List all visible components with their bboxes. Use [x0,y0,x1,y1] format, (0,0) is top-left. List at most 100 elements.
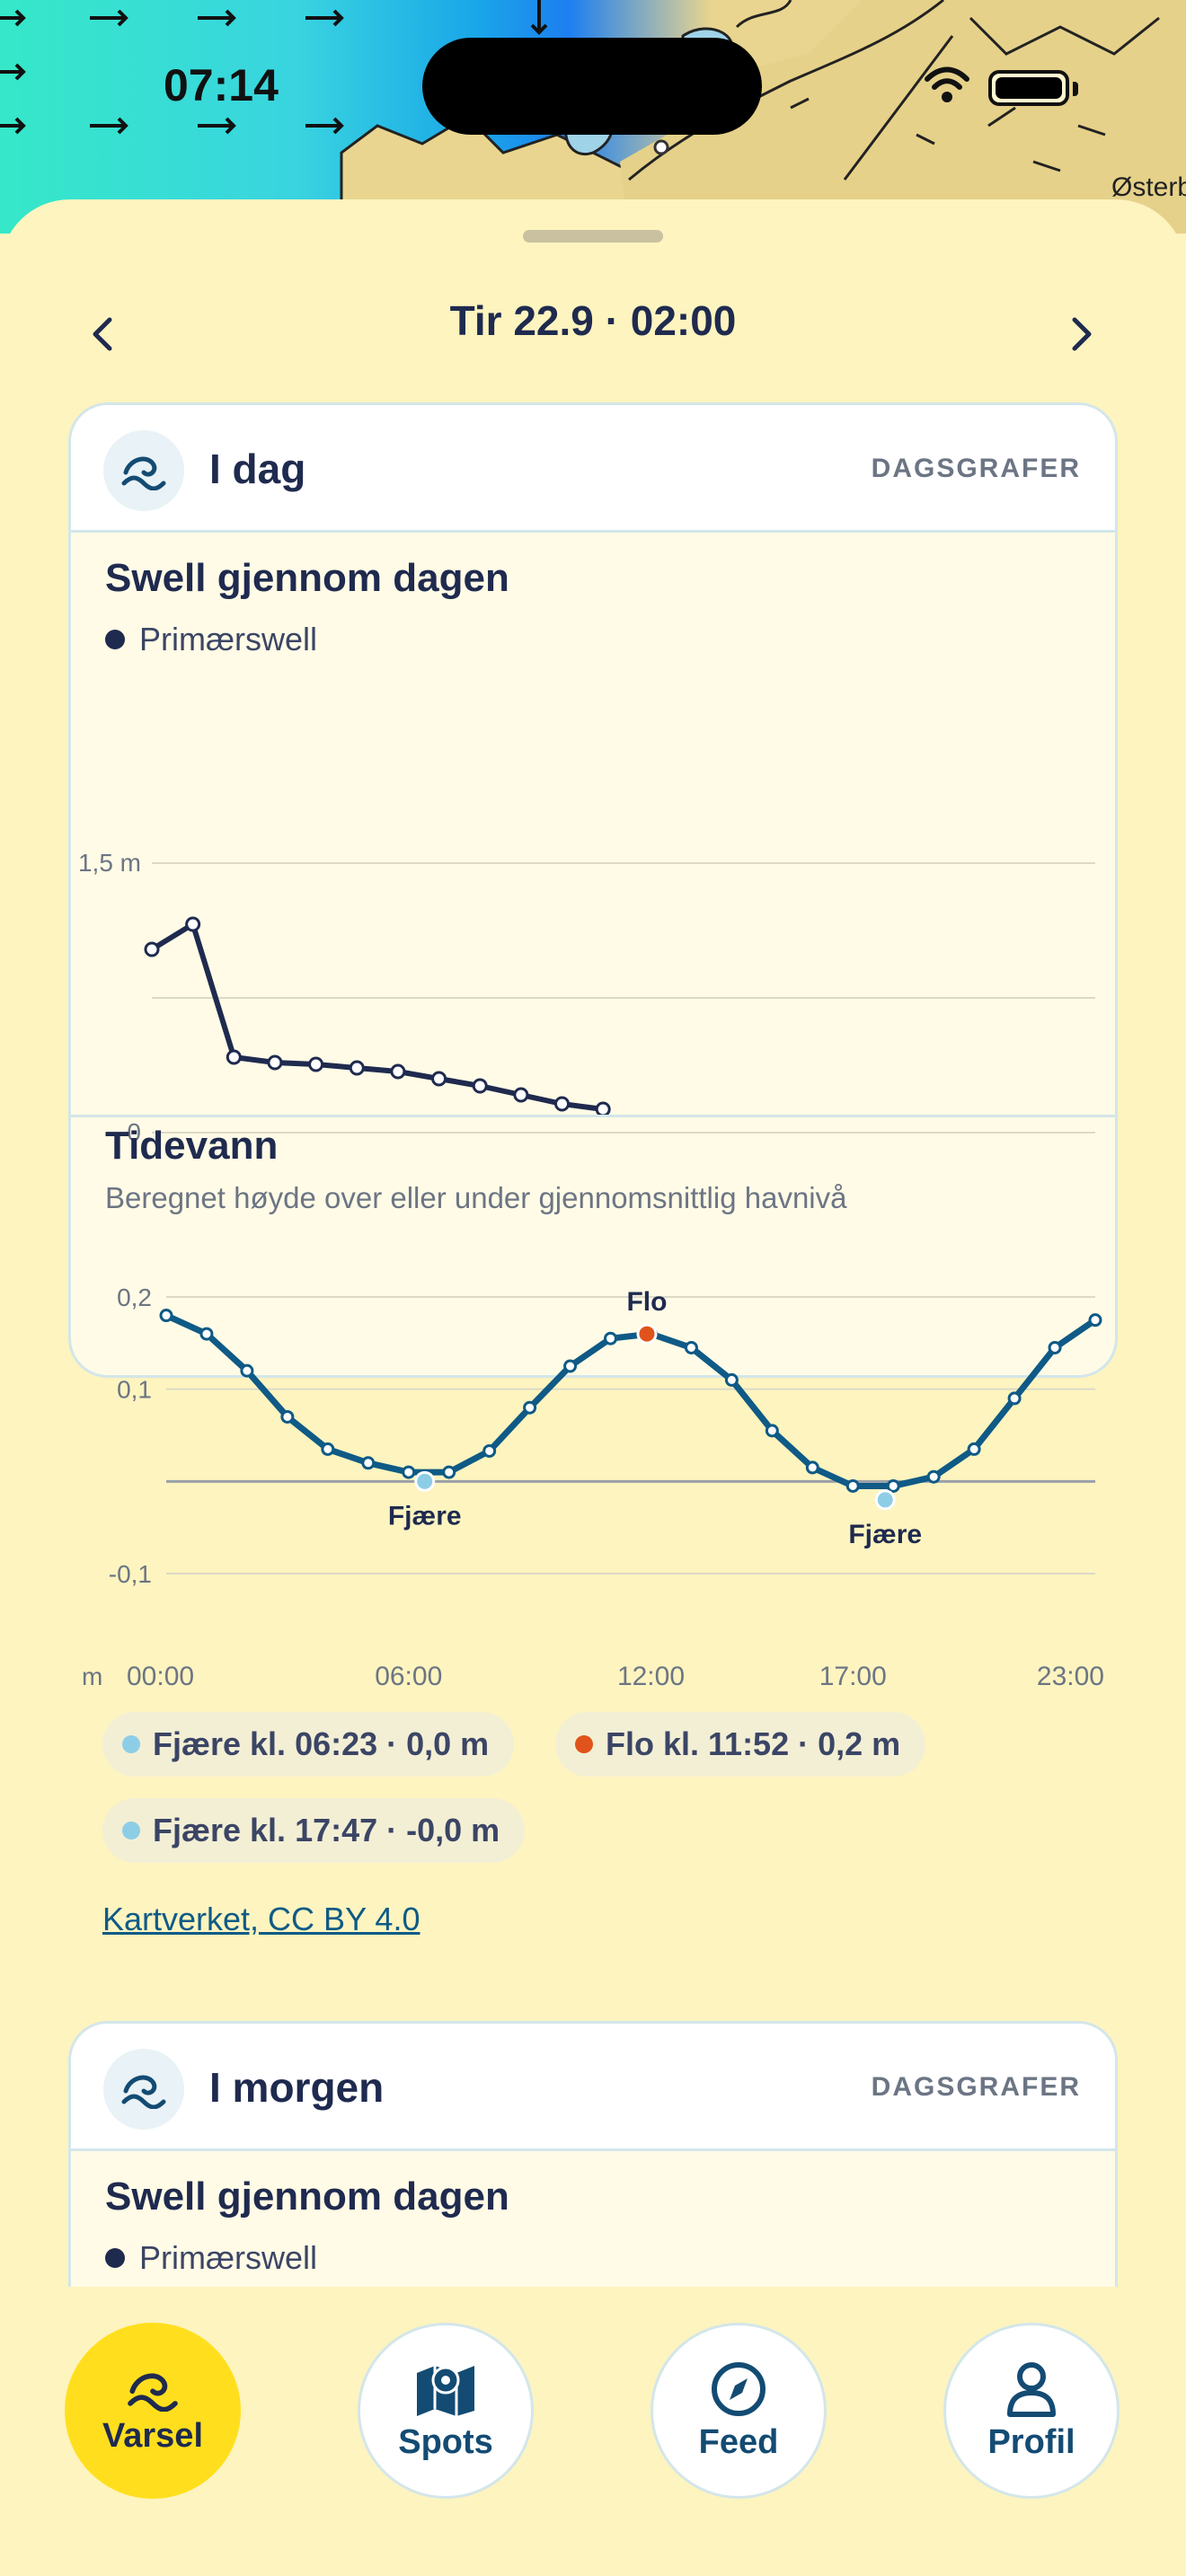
chevron-left-icon [93,317,112,351]
tide-point [482,1443,497,1458]
battery-icon [988,70,1069,106]
swell-chart[interactable]: 1,5 m00006121723 [71,827,1118,1187]
x-tick-label: 23:00 [1037,1662,1104,1691]
today-card-header[interactable]: I dag DAGSGRAFER [71,405,1115,533]
swell-point [390,1063,406,1080]
tide-point [724,1372,739,1387]
legend-label: Primærswell [139,2239,317,2276]
tide-point [442,1465,456,1479]
tab-varsel[interactable]: Varsel [65,2323,241,2499]
compass-icon [712,2361,766,2416]
tab-label: Feed [698,2422,779,2461]
y-tick-label: 0,2 [117,1284,152,1311]
high-tide-dot [575,1735,593,1753]
tide-section: Tidevann Beregnet høyde over eller under… [68,402,1118,1378]
previous-time-button[interactable] [66,298,138,370]
swell-point [267,1054,283,1071]
tide-marker [636,1323,658,1345]
x-tick-label: 17:00 [819,1662,887,1691]
tide-chip-label: Flo kl. 11:52 · 0,2 m [606,1725,901,1762]
tab-label: Varsel [102,2416,203,2455]
tide-point [967,1442,981,1456]
swell-legend: Primærswell [105,2239,317,2277]
x-tick-label: 00:00 [127,1662,194,1691]
section-divider [71,1115,1115,1117]
tide-chip-label: Fjære kl. 06:23 · 0,0 m [153,1725,490,1762]
tide-point [523,1400,537,1415]
tide-chip-high: Flo kl. 11:52 · 0,2 m [555,1712,926,1777]
tide-point [199,1327,214,1341]
tide-point [765,1424,779,1438]
swell-point [554,1096,571,1112]
tide-chip-label: Fjære kl. 17:47 · -0,0 m [153,1812,500,1848]
tomorrow-title: I morgen [209,2064,385,2111]
date-time-title: Tir 22.9 · 02:00 [449,297,737,344]
tide-point [159,1309,173,1323]
tide-line [164,1312,1097,1489]
map-place-label: Østerb [1111,172,1186,202]
tide-point [361,1456,376,1470]
x-tick-label: 12:00 [617,1662,685,1691]
tide-point [280,1409,295,1424]
tide-marker [874,1489,896,1511]
swell-section-title: Swell gjennom dagen [105,2175,509,2219]
tab-feed[interactable]: Feed [651,2323,827,2499]
tide-point [845,1478,860,1493]
tide-marker-label: Flo [626,1287,667,1317]
y-tick-label: 0 [127,1118,141,1146]
tide-point [1048,1340,1062,1354]
tab-profil[interactable]: Profil [943,2323,1120,2499]
tab-spots[interactable]: Spots [358,2323,534,2499]
battery-tip [1073,82,1078,96]
next-time-button[interactable] [1046,298,1118,370]
swell-point [226,1049,242,1065]
x-tick-label: 06:00 [375,1662,442,1691]
swell-point [308,1056,324,1072]
low-tide-dot [122,1735,140,1753]
low-tide-dot [122,1822,140,1839]
tide-point [604,1331,618,1345]
legend-dot [105,630,125,649]
tomorrow-card-header[interactable]: I morgen DAGSGRAFER [71,2024,1115,2151]
y-tick-label: 0,1 [117,1376,152,1404]
tab-label: Spots [398,2422,493,2461]
wave-icon [103,430,184,511]
swell-point [431,1071,447,1087]
legend-label: Primærswell [139,621,317,657]
tide-point [321,1442,335,1456]
tide-section-title: Tidevann [105,1124,279,1168]
tide-point [1088,1313,1102,1328]
day-graphs-link[interactable]: DAGSGRAFER [871,2072,1081,2102]
tide-marker-label: Fjære [388,1501,462,1531]
today-card: I dag DAGSGRAFER Swell gjennom dagen Pri… [68,402,1118,1378]
tide-chip-low-1: Fjære kl. 06:23 · 0,0 m [102,1712,515,1777]
map-background[interactable]: 07:14 Østerb [0,0,1186,234]
day-graphs-link[interactable]: DAGSGRAFER [871,454,1081,483]
map-pin-icon [417,2365,474,2416]
tide-point [402,1465,416,1479]
tide-point [886,1478,900,1493]
wifi-icon [925,66,969,102]
swell-point [185,916,201,932]
today-title: I dag [209,446,306,492]
chevron-right-icon [1072,317,1092,351]
wave-icon [128,2372,178,2412]
legend-dot [105,2248,125,2268]
tide-point [926,1469,941,1484]
tab-label: Profil [987,2422,1075,2461]
tide-point [805,1460,819,1475]
tide-marker-label: Fjære [848,1520,922,1549]
swell-legend: Primærswell [105,621,317,658]
status-time: 07:14 [164,60,279,110]
tide-subtitle: Beregnet høyde over eller under gjennoms… [105,1181,847,1214]
swell-point [472,1078,488,1094]
tide-point [1007,1391,1022,1406]
tide-chart[interactable]: 0,2 0,1 -0,1 m 00:00 06:00 12:00 17:00 23:00 Fjær… [71,1275,1115,1698]
y-tick-label: 1,5 m [78,849,141,877]
tide-point [684,1340,698,1354]
y-unit-label: m [82,1663,102,1690]
kartverket-credit-link[interactable]: Kartverket, CC BY 4.0 [102,1901,420,1937]
tide-point [240,1363,254,1378]
sheet-grabber[interactable] [523,230,663,243]
tide-marker [414,1470,436,1492]
